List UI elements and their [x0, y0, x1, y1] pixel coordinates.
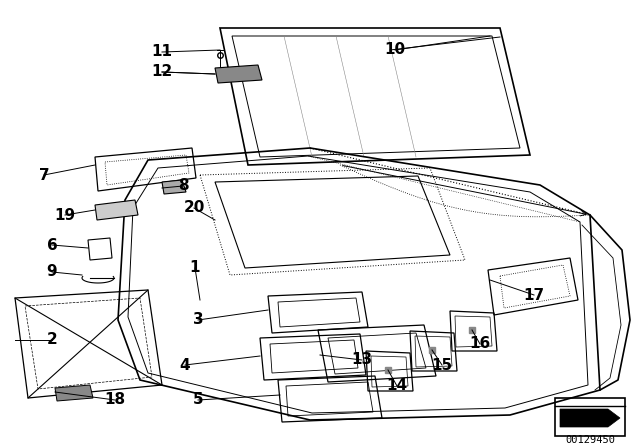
Text: 7: 7	[38, 168, 49, 182]
Text: 2: 2	[47, 332, 58, 348]
Text: 3: 3	[193, 313, 204, 327]
Text: 16: 16	[469, 336, 491, 352]
Text: 10: 10	[385, 43, 406, 57]
Text: 18: 18	[104, 392, 125, 408]
Text: 12: 12	[152, 65, 173, 79]
Polygon shape	[55, 385, 93, 401]
Polygon shape	[95, 200, 138, 220]
Polygon shape	[162, 180, 186, 194]
Polygon shape	[215, 65, 262, 83]
Text: 15: 15	[431, 358, 452, 372]
Text: 5: 5	[193, 392, 204, 408]
Text: 8: 8	[178, 178, 188, 194]
Text: 1: 1	[189, 260, 200, 276]
Text: 00129450: 00129450	[565, 435, 615, 445]
Text: 11: 11	[152, 44, 173, 60]
Text: 4: 4	[180, 358, 190, 372]
Text: 19: 19	[54, 207, 76, 223]
Text: 17: 17	[524, 288, 545, 302]
Polygon shape	[560, 409, 620, 427]
Text: 13: 13	[351, 353, 372, 367]
Text: 14: 14	[387, 379, 408, 393]
Text: 9: 9	[47, 264, 58, 280]
Text: 6: 6	[47, 237, 58, 253]
Text: 20: 20	[183, 201, 205, 215]
